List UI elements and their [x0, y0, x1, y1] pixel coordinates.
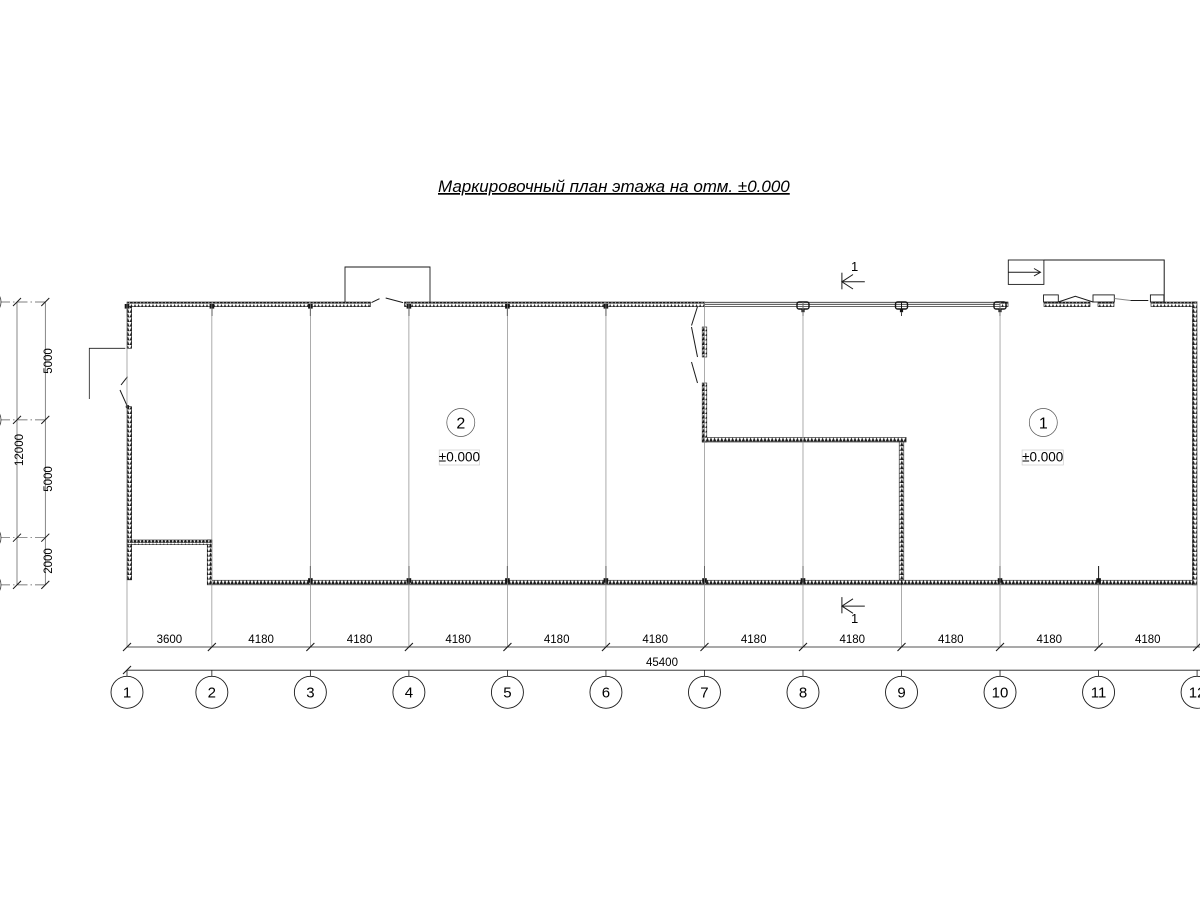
svg-text:4180: 4180 [1037, 634, 1063, 646]
svg-text:5: 5 [503, 685, 511, 702]
svg-text:4180: 4180 [1135, 634, 1161, 646]
svg-text:5000: 5000 [43, 348, 55, 374]
svg-text:12000: 12000 [14, 434, 26, 466]
svg-text:4180: 4180 [938, 634, 964, 646]
svg-text:4180: 4180 [445, 634, 471, 646]
svg-text:2: 2 [456, 416, 465, 433]
svg-text:1: 1 [851, 611, 858, 626]
svg-text:4180: 4180 [544, 634, 570, 646]
svg-text:4: 4 [405, 685, 413, 702]
svg-text:4180: 4180 [642, 634, 668, 646]
svg-text:4180: 4180 [248, 634, 274, 646]
svg-text:3: 3 [306, 685, 314, 702]
svg-text:1: 1 [123, 685, 131, 702]
svg-text:3600: 3600 [157, 634, 183, 646]
svg-text:4180: 4180 [347, 634, 373, 646]
svg-text:1: 1 [851, 259, 858, 274]
svg-text:7: 7 [700, 685, 708, 702]
svg-text:4180: 4180 [840, 634, 866, 646]
svg-text:9: 9 [897, 685, 905, 702]
svg-text:1: 1 [1039, 416, 1048, 433]
svg-text:5000: 5000 [43, 466, 55, 492]
svg-text:2000: 2000 [43, 548, 55, 574]
svg-text:±0.000: ±0.000 [439, 450, 480, 465]
svg-text:6: 6 [602, 685, 610, 702]
svg-text:8: 8 [799, 685, 807, 702]
svg-text:±0.000: ±0.000 [1022, 450, 1063, 465]
svg-text:11: 11 [1091, 685, 1107, 702]
svg-text:12: 12 [1189, 685, 1200, 702]
svg-text:2: 2 [208, 685, 216, 702]
svg-text:Маркировочный план этажа на от: Маркировочный план этажа на отм. ±0.000 [438, 177, 790, 196]
svg-text:45400: 45400 [646, 657, 678, 669]
svg-text:4180: 4180 [741, 634, 767, 646]
svg-text:10: 10 [992, 685, 1009, 702]
